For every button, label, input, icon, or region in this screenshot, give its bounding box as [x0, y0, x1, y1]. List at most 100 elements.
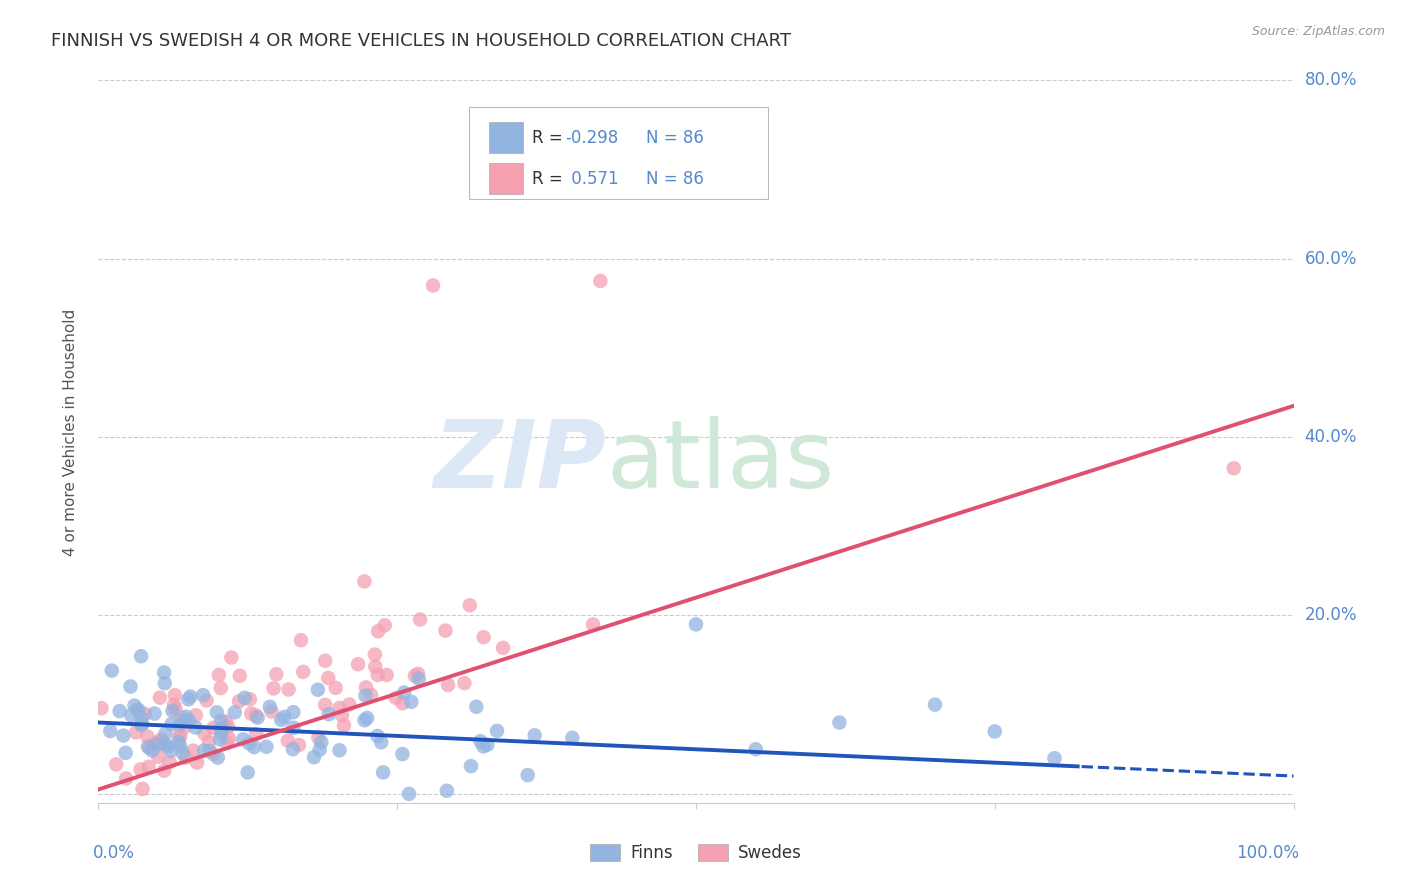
Point [120, 708, 142, 723]
Point [354, 681, 377, 695]
Point [125, 725, 148, 739]
Point [193, 726, 215, 740]
Point [366, 729, 388, 743]
Text: -0.298: -0.298 [565, 128, 619, 147]
Point [240, 706, 263, 721]
Point [375, 668, 398, 682]
Point [148, 734, 170, 748]
Point [202, 721, 225, 735]
Point [136, 739, 159, 754]
Point [179, 690, 201, 704]
Point [186, 756, 208, 770]
Point [224, 706, 246, 720]
Point [198, 735, 221, 749]
Point [328, 743, 350, 757]
Point [353, 574, 375, 589]
Point [181, 744, 204, 758]
Point [153, 737, 176, 751]
Point [325, 681, 347, 695]
Text: N = 86: N = 86 [645, 128, 703, 147]
Point [270, 713, 292, 727]
Point [453, 676, 475, 690]
Point [316, 671, 339, 685]
Point [174, 710, 197, 724]
Point [290, 633, 312, 648]
Point [1223, 461, 1246, 475]
Point [371, 765, 394, 780]
Point [120, 680, 142, 694]
Point [131, 712, 153, 726]
Point [404, 669, 426, 683]
Point [277, 733, 299, 747]
Point [125, 703, 148, 717]
Point [243, 740, 266, 755]
Point [984, 724, 1007, 739]
Point [347, 657, 370, 672]
Point [153, 764, 176, 778]
Point [472, 630, 495, 644]
Point [131, 718, 153, 732]
Point [131, 781, 153, 796]
Point [329, 701, 352, 715]
Point [150, 732, 173, 747]
Point [209, 714, 232, 728]
Text: 0.0%: 0.0% [93, 844, 135, 862]
Point [589, 274, 612, 288]
Point [245, 708, 267, 723]
Point [205, 706, 228, 720]
Point [392, 685, 415, 699]
Point [406, 666, 429, 681]
Point [458, 599, 481, 613]
Point [129, 649, 152, 664]
Point [228, 694, 250, 708]
Point [281, 742, 304, 756]
Point [364, 659, 387, 673]
Point [90, 701, 112, 715]
Point [277, 682, 299, 697]
Point [232, 732, 254, 747]
Point [360, 688, 382, 702]
Point [236, 765, 259, 780]
Point [582, 617, 605, 632]
Point [486, 723, 509, 738]
Text: R =: R = [533, 169, 568, 187]
Text: FINNISH VS SWEDISH 4 OR MORE VEHICLES IN HOUSEHOLD CORRELATION CHART: FINNISH VS SWEDISH 4 OR MORE VEHICLES IN… [51, 32, 790, 50]
Point [138, 740, 160, 755]
Point [302, 750, 325, 764]
Text: 60.0%: 60.0% [1305, 250, 1357, 268]
Point [288, 738, 311, 752]
Point [155, 726, 177, 740]
Point [169, 729, 191, 743]
Point [364, 648, 387, 662]
Point [283, 705, 305, 719]
Point [100, 664, 122, 678]
Point [209, 726, 232, 740]
Point [460, 759, 482, 773]
Point [263, 681, 285, 696]
Point [308, 742, 330, 756]
Text: 0.571: 0.571 [565, 169, 619, 187]
Point [112, 729, 135, 743]
Point [191, 688, 214, 702]
Point [354, 689, 377, 703]
Point [167, 735, 190, 749]
Point [128, 703, 150, 717]
Point [283, 721, 305, 735]
Point [221, 650, 243, 665]
Point [828, 715, 851, 730]
Y-axis label: 4 or more Vehicles in Household: 4 or more Vehicles in Household [63, 309, 77, 557]
Point [924, 698, 946, 712]
Point [146, 737, 169, 751]
Point [259, 699, 281, 714]
Point [136, 730, 159, 744]
Point [198, 744, 221, 758]
Point [437, 678, 460, 692]
Point [266, 667, 288, 681]
Point [169, 729, 191, 743]
Point [143, 737, 166, 751]
FancyBboxPatch shape [489, 122, 523, 153]
Point [233, 690, 256, 705]
Point [367, 668, 389, 682]
Point [208, 668, 231, 682]
Point [391, 696, 413, 710]
